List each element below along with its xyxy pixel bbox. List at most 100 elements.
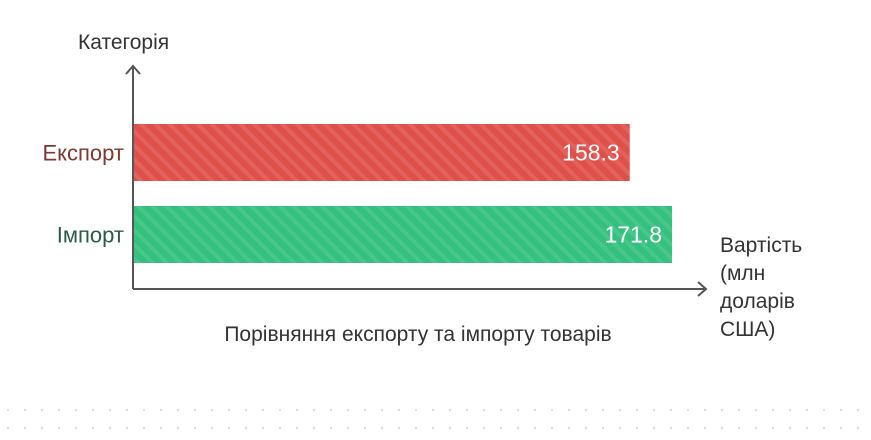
x-axis-title-line: США) xyxy=(720,318,775,341)
divider-dot xyxy=(142,426,146,430)
divider-dot xyxy=(227,426,231,430)
bar-value-label: 158.3 xyxy=(562,140,620,166)
divider-dot xyxy=(584,408,588,412)
bar-group: 158.3 Експорт xyxy=(42,124,630,181)
divider-dot xyxy=(448,426,452,430)
divider-dot xyxy=(754,426,758,430)
divider-dot xyxy=(431,426,435,430)
bar-group: 171.8 Імпорт xyxy=(57,206,672,263)
divider-dot xyxy=(601,408,605,412)
divider-dot xyxy=(703,426,707,430)
divider-dot xyxy=(533,408,537,412)
divider-dot xyxy=(499,408,503,412)
divider-dot xyxy=(856,426,860,430)
divider-dot xyxy=(635,426,639,430)
divider-dot xyxy=(839,426,843,430)
divider-dot xyxy=(312,426,316,430)
divider-dot xyxy=(703,408,707,412)
divider-dot xyxy=(227,408,231,412)
category-label: Імпорт xyxy=(57,223,124,248)
divider-dot xyxy=(448,408,452,412)
divider-dot xyxy=(261,408,265,412)
divider-dot xyxy=(210,408,214,412)
divider-dot xyxy=(686,426,690,430)
divider-dot xyxy=(74,426,78,430)
bar-texture xyxy=(134,124,630,181)
divider-dot xyxy=(754,408,758,412)
bar-value-label: 171.8 xyxy=(604,222,662,248)
divider-dot xyxy=(737,408,741,412)
x-axis-title-line: Вартість xyxy=(720,234,802,257)
divider-dot xyxy=(584,426,588,430)
divider-dot xyxy=(295,408,299,412)
divider-dot xyxy=(550,426,554,430)
x-axis-title-line: (млн xyxy=(720,262,765,285)
divider-dot xyxy=(771,408,775,412)
divider-dot xyxy=(397,408,401,412)
bar-texture xyxy=(134,206,672,263)
divider-dot xyxy=(278,426,282,430)
y-axis-title: Категорія xyxy=(78,31,169,54)
divider-dot xyxy=(516,408,520,412)
divider-dot xyxy=(635,408,639,412)
axes xyxy=(125,64,708,297)
divider-dot xyxy=(856,408,860,412)
divider-dot xyxy=(669,408,673,412)
divider-dot xyxy=(159,408,163,412)
divider-dot xyxy=(244,426,248,430)
divider-dot xyxy=(380,426,384,430)
divider-dot xyxy=(6,426,10,430)
divider-dot xyxy=(176,408,180,412)
divider-dot xyxy=(414,426,418,430)
divider-dot xyxy=(737,426,741,430)
divider-dot xyxy=(244,408,248,412)
x-axis-title-line: доларів xyxy=(720,290,795,313)
divider-dot xyxy=(822,408,826,412)
x-axis-title: Вартість (млн доларів США) xyxy=(720,234,808,341)
divider-dot xyxy=(482,408,486,412)
divider-dot xyxy=(40,426,44,430)
divider-dot xyxy=(499,426,503,430)
divider-dot xyxy=(431,408,435,412)
divider-dot xyxy=(210,426,214,430)
divider-dot xyxy=(686,408,690,412)
y-axis-arrow xyxy=(125,64,141,75)
divider-dot xyxy=(618,408,622,412)
divider-dot xyxy=(788,426,792,430)
divider-dot xyxy=(6,408,10,412)
divider-dot xyxy=(91,426,95,430)
dotted-divider xyxy=(6,408,860,430)
divider-dot xyxy=(74,408,78,412)
divider-dot xyxy=(669,426,673,430)
divider-dot xyxy=(23,408,27,412)
divider-dot xyxy=(329,426,333,430)
divider-dot xyxy=(533,426,537,430)
divider-dot xyxy=(40,408,44,412)
divider-dot xyxy=(380,408,384,412)
divider-dot xyxy=(601,426,605,430)
divider-dot xyxy=(278,408,282,412)
divider-dot xyxy=(57,408,61,412)
divider-dot xyxy=(805,408,809,412)
divider-dot xyxy=(159,426,163,430)
divider-dot xyxy=(822,426,826,430)
chart-caption: Порівняння експорту та імпорту товарів xyxy=(224,323,611,346)
divider-dot xyxy=(397,426,401,430)
divider-dot xyxy=(125,408,129,412)
divider-dot xyxy=(312,408,316,412)
divider-dot xyxy=(567,408,571,412)
divider-dot xyxy=(618,426,622,430)
divider-dot xyxy=(720,408,724,412)
divider-dot xyxy=(295,426,299,430)
divider-dot xyxy=(771,426,775,430)
divider-dot xyxy=(23,426,27,430)
divider-dot xyxy=(108,408,112,412)
divider-dot xyxy=(550,408,554,412)
divider-dot xyxy=(465,408,469,412)
divider-dot xyxy=(176,426,180,430)
divider-dot xyxy=(363,426,367,430)
divider-dot xyxy=(329,408,333,412)
divider-dot xyxy=(482,426,486,430)
x-axis-arrow xyxy=(697,281,708,297)
